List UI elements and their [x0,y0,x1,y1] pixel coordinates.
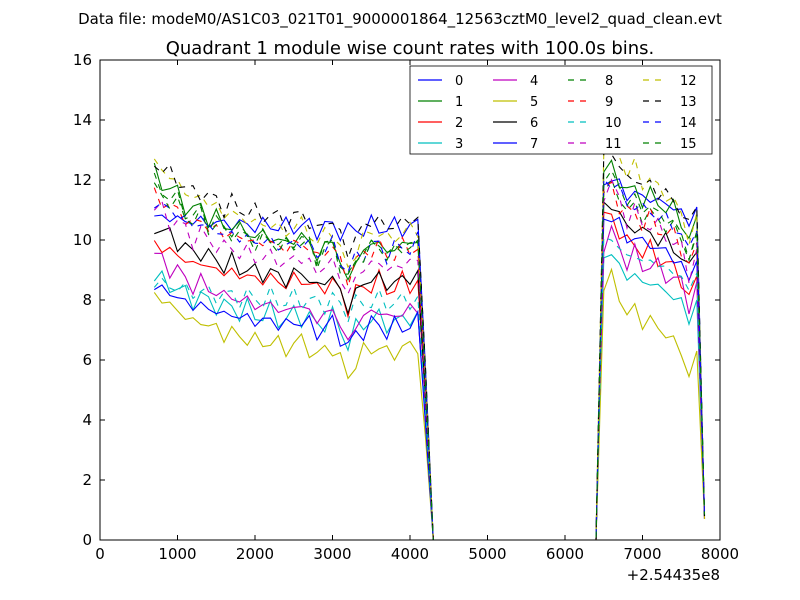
y-tick-label: 0 [82,531,92,549]
x-offset-label: +2.54435e8 [627,566,720,584]
x-tick-label: 2000 [236,545,274,563]
x-tick-label: 4000 [391,545,429,563]
y-tick-label: 10 [73,231,92,249]
x-tick-label: 6000 [546,545,584,563]
legend-label-10: 10 [605,116,622,131]
legend-box [409,65,713,155]
legend-label-15: 15 [680,137,697,152]
series-line-15 [153,169,706,541]
x-tick-label: 8000 [701,545,739,563]
y-tick-label: 6 [82,351,92,369]
figure-suptitle: Data file: modeM0/AS1C03_021T01_90000018… [78,10,722,29]
legend-label-8: 8 [605,74,613,89]
legend-label-5: 5 [530,95,538,110]
legend-label-12: 12 [680,74,697,89]
legend-label-6: 6 [530,116,538,131]
legend-label-13: 13 [680,95,697,110]
series-layer [153,123,706,541]
plot-area: 0 1000 2000 3000 4000 5000 6000 7000 80000246810… [73,51,739,563]
series-line-3 [153,254,706,541]
series-line-14 [153,177,706,541]
x-tick-label: 5000 [468,545,506,563]
x-tick-label: 1000 [158,545,196,563]
series-line-10 [153,236,706,541]
y-tick-label: 4 [82,411,92,429]
y-tick-label: 2 [82,471,92,489]
legend-label-9: 9 [605,95,613,110]
legend-label-3: 3 [455,137,463,152]
legend-label-14: 14 [680,116,697,131]
y-tick-label: 12 [73,171,92,189]
legend-label-4: 4 [530,74,538,89]
chart-title: Quadrant 1 module wise count rates with … [166,38,655,59]
legend-label-1: 1 [455,95,463,110]
axis-ticks: 0 1000 2000 3000 4000 5000 6000 7000 80000246810… [73,51,739,563]
legend-label-11: 11 [605,137,622,152]
x-tick-label: 3000 [313,545,351,563]
series-line-5 [153,267,706,541]
legend-label-0: 0 [455,74,463,89]
series-line-12 [153,123,706,541]
legend-label-7: 7 [530,137,538,152]
y-tick-label: 8 [82,291,92,309]
y-tick-label: 14 [73,111,92,129]
x-tick-label: 7000 [623,545,661,563]
legend-label-2: 2 [455,116,463,131]
y-tick-label: 16 [73,51,92,69]
x-tick-label: 0 [95,545,105,563]
